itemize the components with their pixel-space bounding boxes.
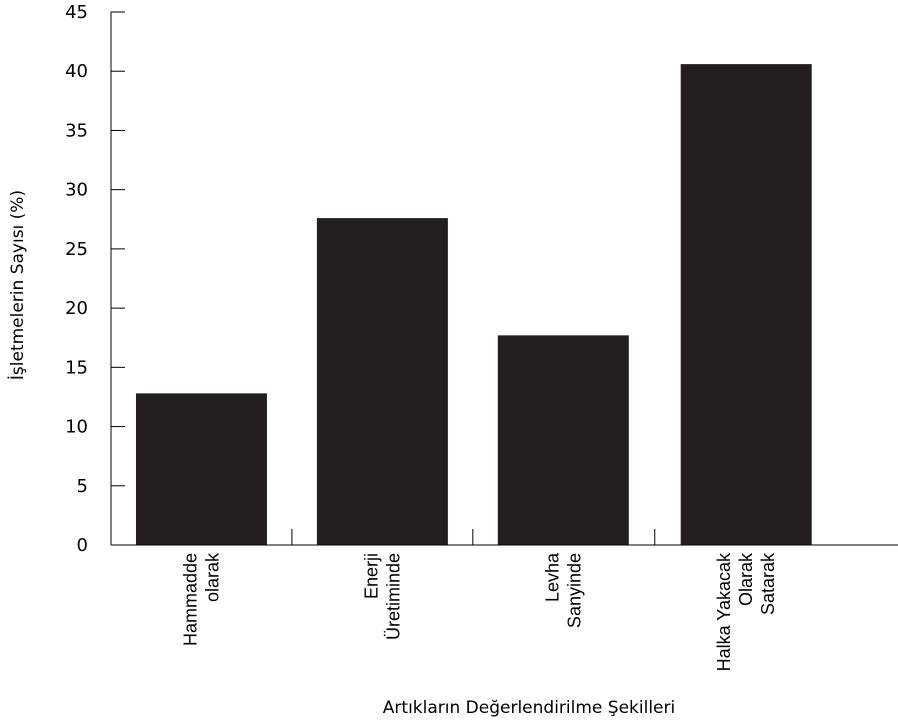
x-tick-label-line: Olarak xyxy=(736,552,756,606)
y-tick-label: 15 xyxy=(65,357,88,378)
x-tick-label-line: Enerji xyxy=(361,553,381,599)
x-tick-label-line: Sanyinde xyxy=(564,553,584,628)
bar xyxy=(680,64,812,546)
bar xyxy=(135,393,267,545)
x-tick-label: Enerji Üretiminde xyxy=(361,553,403,640)
x-axis: Hammadde olarak Enerji Üretiminde Levha Sanyi… xyxy=(111,529,898,671)
x-tick-label: Levha Sanyinde xyxy=(542,552,584,628)
bars xyxy=(135,64,812,546)
x-tick-label-line: Hammadde xyxy=(180,553,200,646)
y-tick-label: 20 xyxy=(65,298,88,319)
y-tick-label: 10 xyxy=(65,417,88,438)
y-tick-label: 45 xyxy=(65,2,88,23)
x-tick-label-line: Levha xyxy=(542,552,562,602)
x-tick-label-line: Satarak xyxy=(758,552,778,615)
x-tick-label-line: Üretiminde xyxy=(383,553,403,640)
y-tick-label: 0 xyxy=(77,535,88,556)
y-tick-label: 35 xyxy=(65,120,88,141)
x-tick-label-line: Halka Yakacak xyxy=(714,552,734,671)
x-tick-label: Halka Yakacak Olarak Satarak xyxy=(714,552,778,671)
x-tick-label-line: olarak xyxy=(202,552,222,602)
y-axis: 0 5 10 15 20 25 30 35 40 45 xyxy=(65,2,125,556)
y-tick-label: 5 xyxy=(77,476,88,497)
x-tick-label: Hammadde olarak xyxy=(180,552,222,646)
x-axis-title: Artıkların Değerlendirilme Şekilleri xyxy=(383,698,675,718)
y-tick-label: 25 xyxy=(65,239,88,260)
bar xyxy=(497,335,629,545)
y-axis-title: İşletmelerin Sayısı (%) xyxy=(7,190,28,380)
bar xyxy=(316,218,448,546)
y-tick-label: 30 xyxy=(65,180,88,201)
y-tick-label: 40 xyxy=(65,61,88,82)
